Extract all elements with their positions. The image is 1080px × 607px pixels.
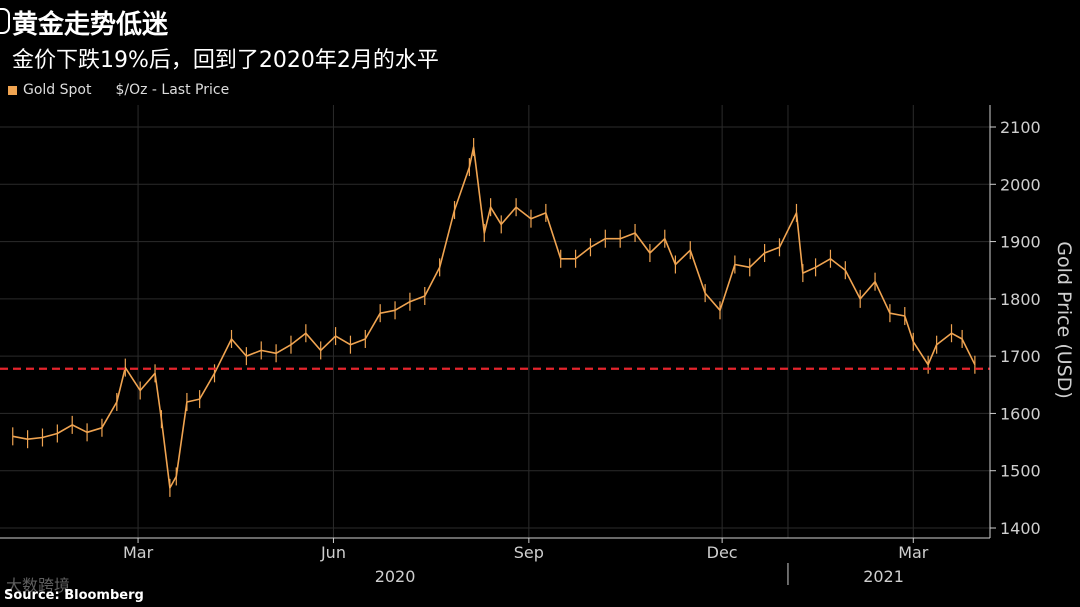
x-tick-label: Mar bbox=[898, 543, 929, 562]
year-label: 2020 bbox=[375, 567, 416, 586]
grid-layer bbox=[0, 105, 990, 538]
axis-layer: 1400 1500 1600 1700 1800 1900 2000 2100 Gold Pri… bbox=[0, 105, 1075, 586]
y-tick-label: 1600 bbox=[1000, 404, 1041, 423]
x-tick-label: Jun bbox=[320, 543, 346, 562]
title-bullet-icon bbox=[0, 8, 10, 34]
legend-series-label: Gold Spot bbox=[23, 82, 92, 98]
year-label: 2021 bbox=[863, 567, 904, 586]
x-tick-label: Mar bbox=[123, 543, 154, 562]
y-tick-label: 1800 bbox=[1000, 290, 1041, 309]
chart-title: 黄金走势低迷 bbox=[0, 4, 169, 41]
legend: Gold Spot $/Oz - Last Price bbox=[8, 82, 229, 98]
y-tick-label: 2100 bbox=[1000, 118, 1041, 137]
y-tick-label: 2000 bbox=[1000, 175, 1041, 194]
y-tick-label: 1400 bbox=[1000, 519, 1041, 538]
chart-title-text: 黄金走势低迷 bbox=[12, 10, 169, 40]
chart-subtitle: 金价下跌19%后，回到了2020年2月的水平 bbox=[12, 48, 439, 73]
series-layer bbox=[12, 138, 976, 497]
legend-swatch-icon bbox=[8, 85, 17, 95]
x-tick-label: Dec bbox=[707, 543, 738, 562]
legend-units-label: $/Oz - Last Price bbox=[115, 82, 230, 98]
series-line-gold-spot bbox=[12, 146, 976, 489]
y-tick-label: 1500 bbox=[1000, 462, 1041, 481]
y-tick-label: 1700 bbox=[1000, 347, 1041, 366]
source-label: Source: Bloomberg bbox=[4, 588, 144, 603]
y-axis-title: Gold Price (USD) bbox=[1053, 241, 1075, 399]
watermark-text: 大数跨境 bbox=[6, 576, 71, 595]
x-tick-label: Sep bbox=[514, 543, 544, 562]
y-tick-label: 1900 bbox=[1000, 233, 1041, 252]
